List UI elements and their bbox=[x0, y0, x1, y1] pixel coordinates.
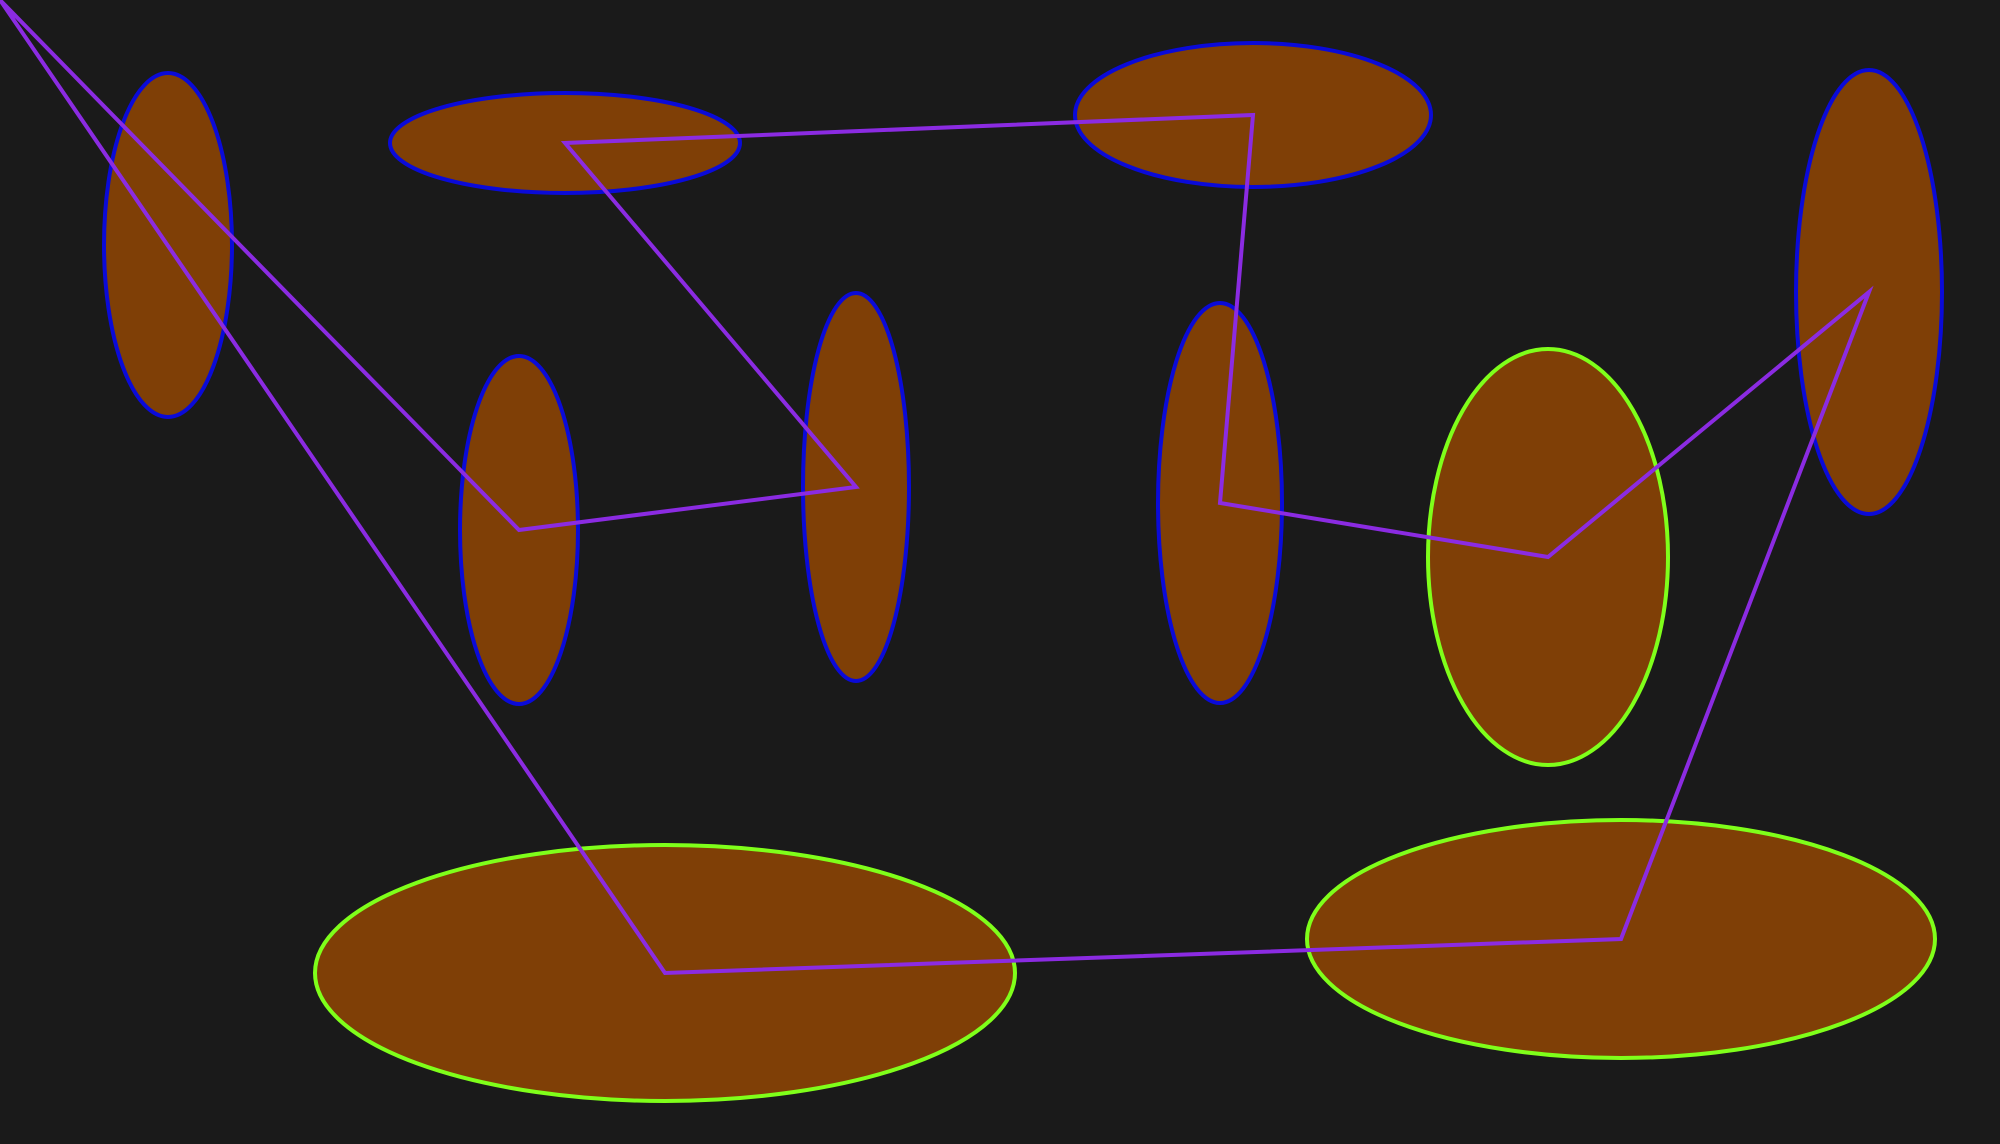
connecting-path bbox=[0, 0, 1874, 976]
